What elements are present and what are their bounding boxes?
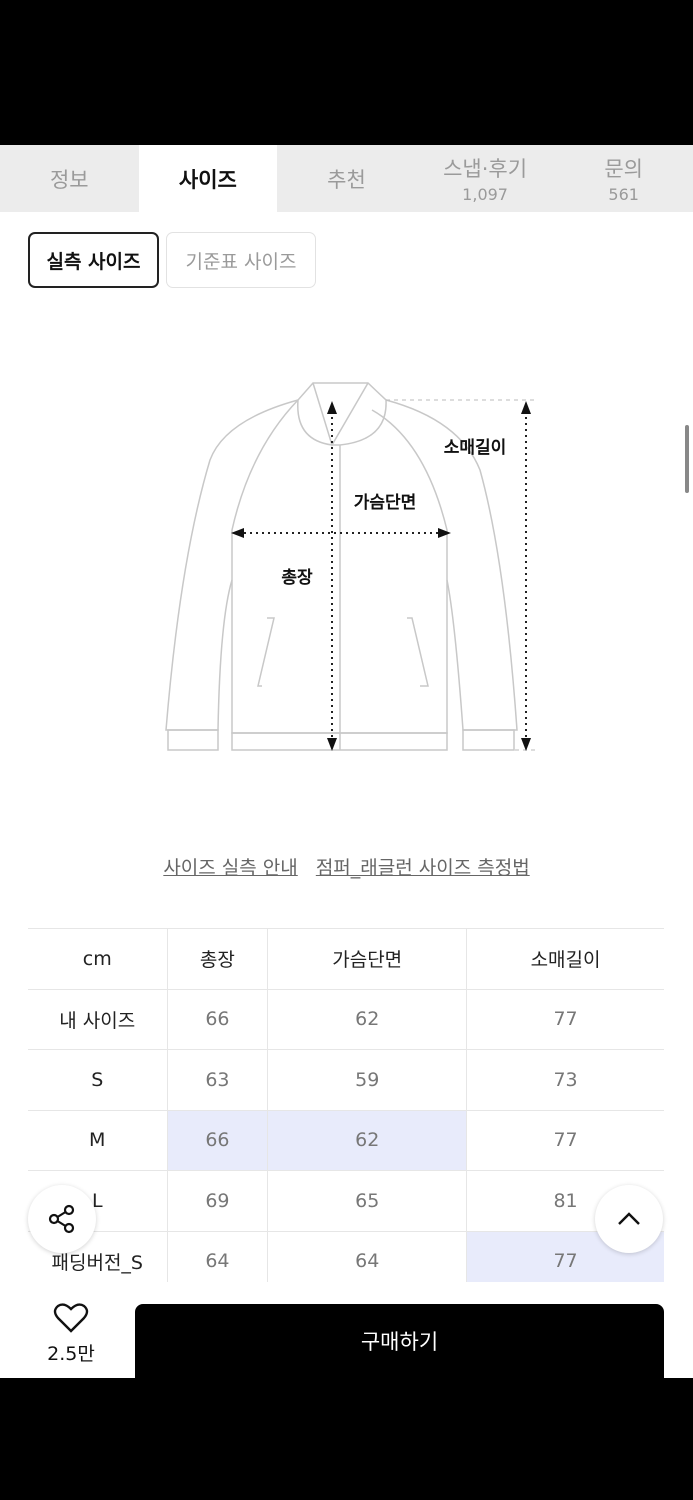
bottom-bar: 2.5만 구매하기 <box>0 1282 693 1378</box>
jacket-outline <box>165 382 518 751</box>
table-row: L 69 65 81 <box>28 1170 664 1232</box>
table-cell: 69 <box>166 1170 269 1232</box>
table-cell: 62 <box>267 1109 468 1171</box>
tab-size[interactable]: 사이즈 <box>138 145 278 212</box>
table-cell: 65 <box>267 1170 468 1232</box>
scrollbar[interactable] <box>685 425 689 493</box>
buy-button[interactable]: 구매하기 <box>135 1304 664 1378</box>
standard-size-button[interactable]: 기준표 사이즈 <box>166 232 316 288</box>
tab-reviews[interactable]: 스냅·후기 1,097 <box>416 145 555 212</box>
measure-method-link[interactable]: 점퍼_래글런 사이즈 측정법 <box>315 857 530 879</box>
table-cell: 내 사이즈 <box>28 988 168 1050</box>
table-row: S 63 59 73 <box>28 1049 664 1111</box>
label-length: 총장 <box>281 568 313 588</box>
header-cell: cm <box>28 928 168 990</box>
table-cell: 패딩버전_S <box>28 1230 168 1292</box>
table-cell: 66 <box>166 1109 269 1171</box>
product-page: 정보 사이즈 추천 스냅·후기 1,097 문의 561 실측 사이즈 기준표 사이… <box>0 145 693 1378</box>
table-cell: 62 <box>267 988 468 1050</box>
header-cell: 소매길이 <box>466 928 664 990</box>
share-icon <box>48 1204 75 1234</box>
header-cell: 가슴단면 <box>267 928 468 990</box>
like-button[interactable]: 2.5만 <box>28 1302 114 1366</box>
table-cell: 63 <box>166 1049 269 1111</box>
table-row: 패딩버전_S 64 64 77 <box>28 1230 664 1292</box>
label-chest: 가슴단면 <box>354 493 417 513</box>
like-count: 2.5만 <box>47 1343 95 1365</box>
measure-lines <box>238 405 527 745</box>
table-cell: 66 <box>166 988 269 1050</box>
tab-label: 문의 <box>604 157 643 181</box>
tab-count: 561 <box>608 185 639 204</box>
table-cell: 77 <box>466 1230 664 1292</box>
chevron-up-icon <box>618 1212 640 1225</box>
scroll-top-button[interactable] <box>595 1185 663 1253</box>
size-guide-link[interactable]: 사이즈 실측 안내 <box>163 857 298 879</box>
size-table: cm 총장 가슴단면 소매길이 내 사이즈 66 62 77 S 63 59 73 M 66 62 7… <box>28 928 664 1292</box>
size-links: 사이즈 실측 안내 점퍼_래글런 사이즈 측정법 <box>0 853 693 880</box>
table-cell: M <box>28 1109 168 1171</box>
heart-icon <box>53 1303 89 1333</box>
tab-info[interactable]: 정보 <box>0 145 139 212</box>
tab-label: 스냅·후기 <box>443 157 528 181</box>
table-header: cm 총장 가슴단면 소매길이 <box>28 928 664 990</box>
tab-label: 추천 <box>327 167 366 192</box>
table-cell: 64 <box>267 1230 468 1292</box>
share-button[interactable] <box>28 1185 96 1253</box>
table-cell: 59 <box>267 1049 468 1111</box>
table-cell: S <box>28 1049 168 1111</box>
label-sleeve: 소매길이 <box>444 438 507 458</box>
tab-recommend[interactable]: 추천 <box>277 145 416 212</box>
tab-inquiry[interactable]: 문의 561 <box>554 145 693 212</box>
size-diagram: 소매길이 가슴단면 총장 <box>165 382 536 751</box>
table-cell: 77 <box>466 1109 664 1171</box>
tab-count: 1,097 <box>462 185 508 204</box>
table-cell: 77 <box>466 988 664 1050</box>
arrow-heads <box>231 401 531 751</box>
table-row: 내 사이즈 66 62 77 <box>28 988 664 1050</box>
header-cell: 총장 <box>166 928 269 990</box>
table-row: M 66 62 77 <box>28 1109 664 1171</box>
tab-bar: 정보 사이즈 추천 스냅·후기 1,097 문의 561 <box>0 145 693 212</box>
actual-size-button[interactable]: 실측 사이즈 <box>28 232 159 288</box>
table-cell: 73 <box>466 1049 664 1111</box>
tab-label: 사이즈 <box>178 167 237 192</box>
tab-label: 정보 <box>49 167 89 192</box>
